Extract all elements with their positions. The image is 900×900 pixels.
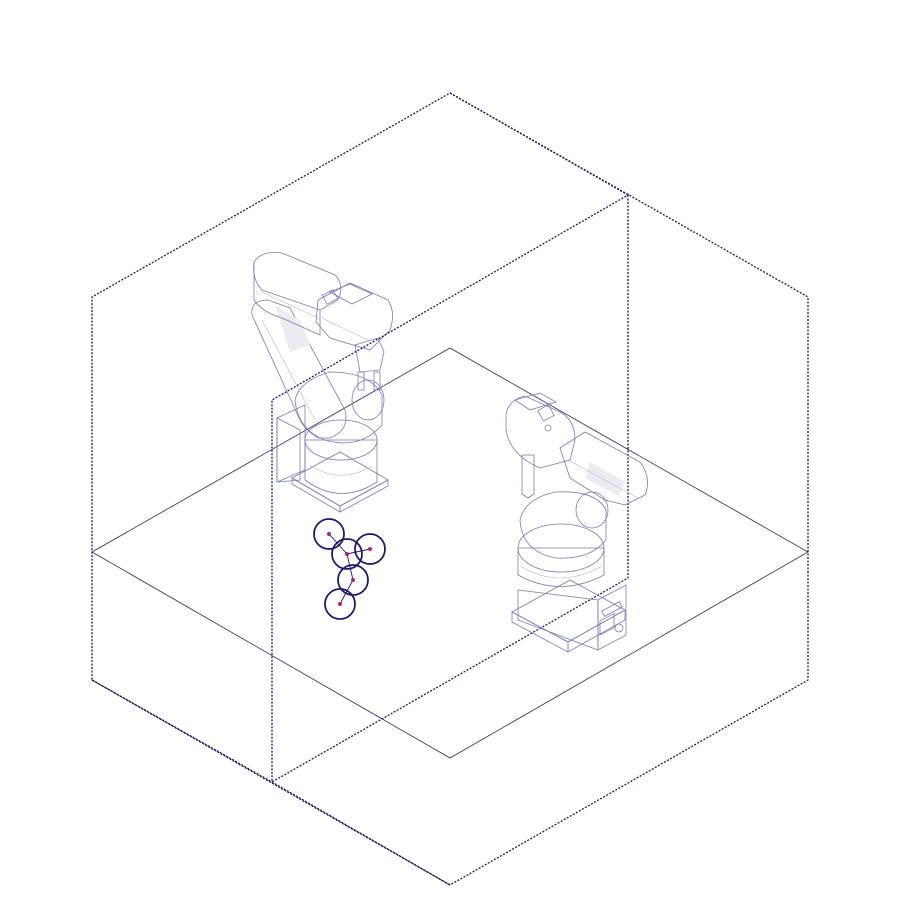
- robot-left-upper-link: [251, 299, 347, 439]
- robot-left-elbow: [253, 252, 342, 311]
- robot-right-port-icon: [614, 623, 624, 633]
- robot-left-base-plate-front: [339, 479, 389, 513]
- robot-left-base-plate-side: [291, 477, 341, 513]
- robot-left-wrist: [354, 337, 385, 373]
- robot-arm-left: [251, 252, 393, 513]
- joint-node-dot: [327, 532, 331, 536]
- joint-node-dot: [351, 578, 355, 582]
- enclosure-top-outline: [91, 92, 809, 886]
- joint-node-dot: [368, 547, 372, 551]
- robot-left-forearm: [315, 282, 393, 351]
- joint-node-ring: [313, 518, 345, 550]
- robot-right-base-left: [511, 611, 569, 653]
- robot-right-base-top: [511, 579, 626, 643]
- joint-link: [346, 553, 354, 581]
- joint-link: [328, 533, 348, 555]
- joint-node-dot: [338, 602, 342, 606]
- robot-left-base-column: [304, 439, 378, 494]
- robot-arm-right: [505, 392, 648, 653]
- floor-outline: [91, 347, 809, 759]
- robot-right-label-plate: [601, 601, 623, 617]
- joint-node-ring: [324, 588, 356, 620]
- floor-plane: [91, 347, 809, 759]
- inner-frame-bottom-left: [91, 679, 451, 886]
- robot-left-rear-housing: [276, 404, 306, 483]
- inner-frame-top-edge: [449, 92, 629, 196]
- joint-link: [346, 548, 371, 555]
- robot-right-shoulder: [519, 491, 607, 559]
- joint-link: [339, 579, 354, 605]
- robot-right-upper-link: [559, 431, 648, 506]
- workcell-inner-frame: [91, 92, 629, 886]
- robot-right-base-front: [567, 609, 626, 653]
- robot-right-tool: [521, 454, 535, 499]
- joint-node-chain: [313, 518, 386, 620]
- robot-left-gripper: [357, 371, 381, 391]
- joint-node-dot: [345, 552, 349, 556]
- joint-node-ring: [331, 538, 363, 570]
- inner-frame-front: [271, 193, 629, 784]
- robot-left-shoulder: [294, 371, 383, 444]
- workcell-enclosure: [91, 92, 809, 886]
- robot-right-base-column: [517, 547, 605, 587]
- robot-right-forearm: [505, 395, 576, 469]
- joint-node-ring: [354, 533, 386, 565]
